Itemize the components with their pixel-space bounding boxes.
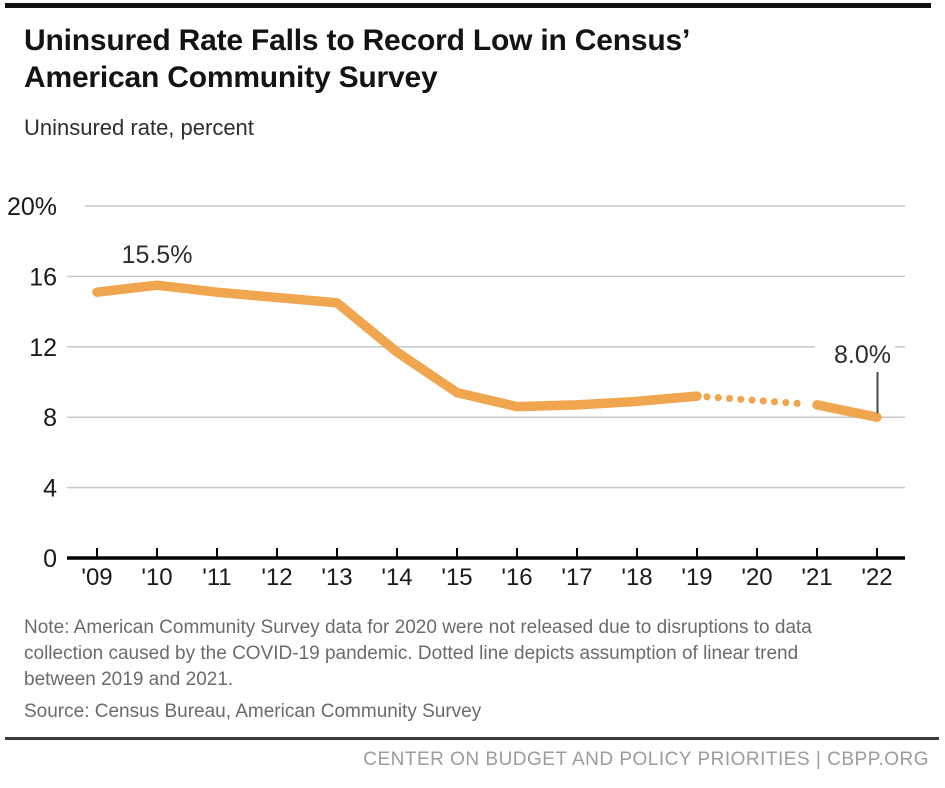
footer-credit: CENTER ON BUDGET AND POLICY PRIORITIES |… xyxy=(363,749,929,770)
x-tick-label-21: '21 xyxy=(801,564,832,591)
y-tick-label-0: 0 xyxy=(43,545,57,573)
chart-subtitle: Uninsured rate, percent xyxy=(24,115,254,140)
annotation-label-bg xyxy=(815,335,895,369)
page-title-line-1: Uninsured Rate Falls to Record Low in Ce… xyxy=(24,24,691,57)
x-tick-label-09: '09 xyxy=(81,564,112,591)
y-tick-label-4: 4 xyxy=(43,475,57,503)
x-tick-label-20: '20 xyxy=(741,564,772,591)
note-text: Note: American Community Survey data for… xyxy=(24,617,812,690)
y-tick-label-12: 12 xyxy=(29,334,57,362)
page-title: Uninsured Rate Falls to Record Low in Ce… xyxy=(24,22,690,96)
data-line-solid-2 xyxy=(812,400,882,422)
x-tick-label-13: '13 xyxy=(321,564,352,591)
data-line-solid-1 xyxy=(92,280,702,412)
uninsured-rate-line-chart: 0 4 8 12 16 20% '09 '10 '11 '12 '13 '14 '15 '16 '17 '18… xyxy=(7,193,905,591)
x-tick-label-15: '15 xyxy=(441,564,472,591)
x-tick-label-16: '16 xyxy=(501,564,532,591)
top-rule xyxy=(5,3,931,8)
x-tick-label-11: '11 xyxy=(202,564,232,591)
x-tick-label-18: '18 xyxy=(621,564,652,591)
annotation-peak-label: 15.5% xyxy=(122,241,193,269)
annotation-low-label: 8.0% xyxy=(834,341,891,369)
x-tick-label-14: '14 xyxy=(381,564,412,591)
data-line-dotted-interpolation xyxy=(703,393,811,408)
x-tick-label-19: '19 xyxy=(681,564,712,591)
y-tick-label-20: 20% xyxy=(7,193,57,221)
page-title-line-2: American Community Survey xyxy=(24,61,438,94)
y-tick-label-16: 16 xyxy=(29,263,57,291)
x-tick-label-12: '12 xyxy=(261,564,292,591)
x-tick-label-17: '17 xyxy=(561,564,592,591)
source-text: Source: Census Bureau, American Communit… xyxy=(24,701,482,722)
x-tick-label-10: '10 xyxy=(141,564,172,591)
x-tick-label-22: '22 xyxy=(861,564,892,591)
y-tick-label-8: 8 xyxy=(43,404,57,432)
footer-rule xyxy=(5,737,939,740)
